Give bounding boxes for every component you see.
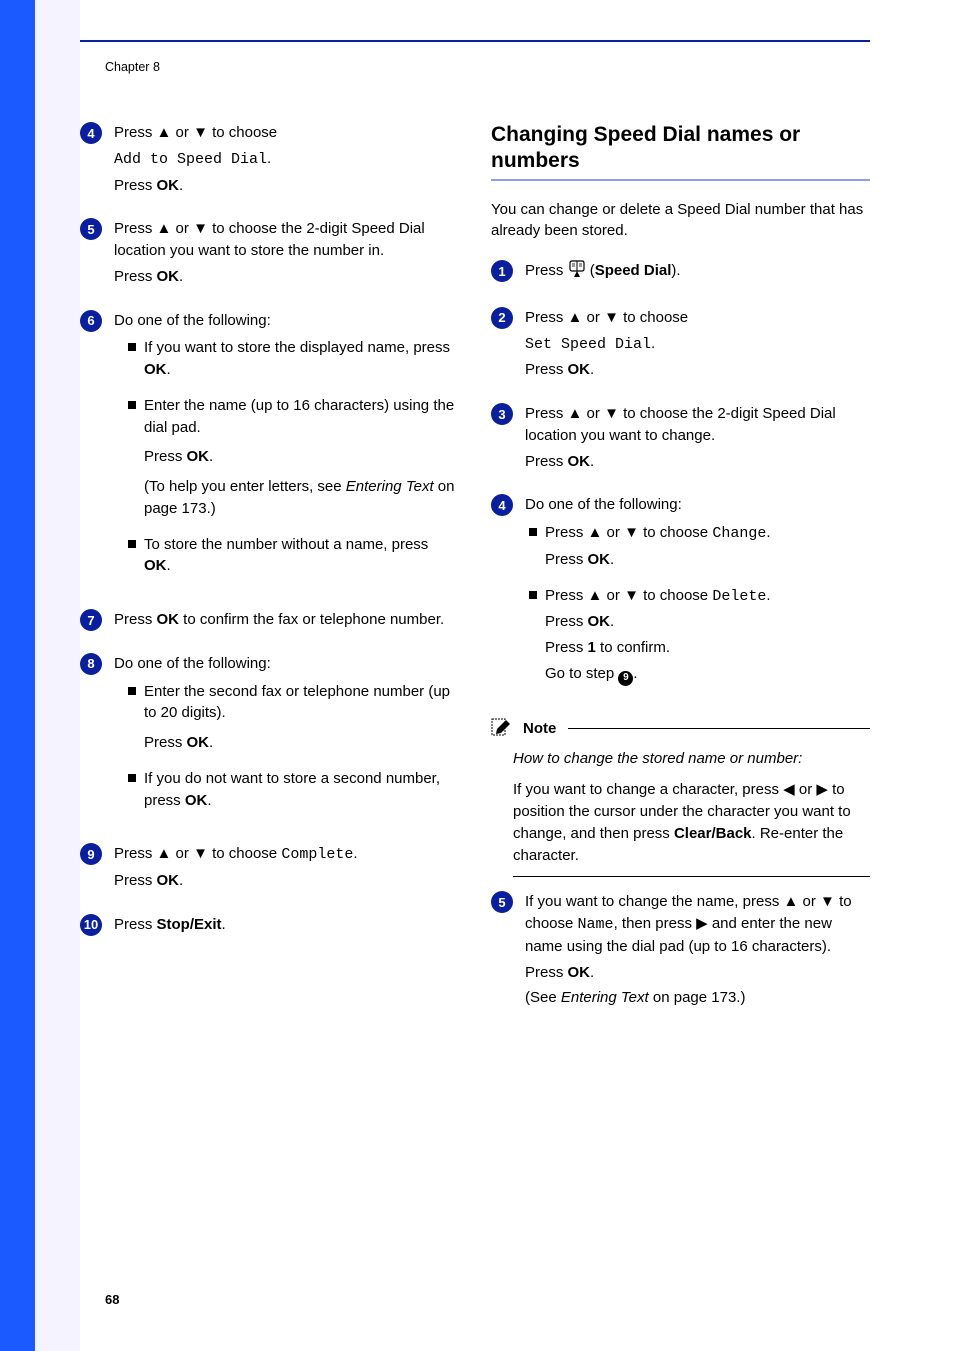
step-9: 9 Press ▲ or ▼ to choose Complete. Press… [80, 843, 459, 896]
page-content: Chapter 8 4 Press ▲ or ▼ to choose Add t… [80, 60, 870, 1031]
note-title: Note [523, 720, 556, 737]
r-step2-line1: Press ▲ or ▼ to choose [525, 307, 870, 329]
step8-intro: Do one of the following: [114, 653, 459, 675]
bullet-icon [529, 528, 537, 536]
section-intro: You can change or delete a Speed Dial nu… [491, 199, 870, 243]
note-box: Note How to change the stored name or nu… [491, 718, 870, 878]
step6-bullet3: To store the number without a name, pres… [128, 534, 459, 582]
step-badge-2: 2 [491, 307, 513, 329]
step-badge-6: 6 [80, 310, 102, 332]
step-badge-4r: 4 [491, 494, 513, 516]
section-rule [491, 179, 870, 181]
sidebar-pale [35, 0, 80, 1351]
step5-line1: Press ▲ or ▼ to choose the 2-digit Speed… [114, 218, 459, 262]
r-step4-bullet1: Press ▲ or ▼ to choose Change. Press OK. [529, 522, 870, 575]
step-badge-8: 8 [80, 653, 102, 675]
speed-dial-icon [568, 260, 586, 285]
step-6: 6 Do one of the following: If you want t… [80, 310, 459, 592]
r-step3-line1: Press ▲ or ▼ to choose the 2-digit Speed… [525, 403, 870, 447]
step4-press: Press OK. [114, 175, 459, 197]
left-column: 4 Press ▲ or ▼ to choose Add to Speed Di… [80, 122, 459, 1031]
step-10: 10 Press Stop/Exit. [80, 914, 459, 940]
bullet-icon [128, 540, 136, 548]
bullet-icon [128, 343, 136, 351]
step6-bullet1: If you want to store the displayed name,… [128, 337, 459, 385]
step-4: 4 Press ▲ or ▼ to choose Add to Speed Di… [80, 122, 459, 200]
step-badge-4: 4 [80, 122, 102, 144]
step-badge-3: 3 [491, 403, 513, 425]
r-step-2: 2 Press ▲ or ▼ to choose Set Speed Dial.… [491, 307, 870, 385]
note-p1: How to change the stored name or number: [513, 748, 870, 770]
note-icon [491, 718, 511, 740]
r-step-3: 3 Press ▲ or ▼ to choose the 2-digit Spe… [491, 403, 870, 476]
step5-press: Press OK. [114, 266, 459, 288]
page-number: 68 [105, 1292, 119, 1307]
step-badge-7: 7 [80, 609, 102, 631]
step-5: 5 Press ▲ or ▼ to choose the 2-digit Spe… [80, 218, 459, 291]
sidebar-highlight [0, 0, 35, 1351]
step-8: 8 Do one of the following: Enter the sec… [80, 653, 459, 826]
note-p2: If you want to change a character, press… [513, 779, 870, 866]
step-ref-9: 9 [618, 671, 633, 686]
chapter-label: Chapter 8 [105, 60, 870, 74]
r-step5-press: Press OK. [525, 962, 870, 984]
step4-line1: Press ▲ or ▼ to choose [114, 122, 459, 144]
step-badge-5: 5 [80, 218, 102, 240]
header-divider [80, 40, 870, 42]
step9-press: Press OK. [114, 870, 459, 892]
section-heading: Changing Speed Dial names or numbers [491, 122, 870, 175]
step6-intro: Do one of the following: [114, 310, 459, 332]
r-step2-press: Press OK. [525, 359, 870, 381]
note-rule-top [568, 728, 870, 729]
r-step-1: 1 Press [491, 260, 870, 289]
step8-bullet2: If you do not want to store a second num… [128, 768, 459, 816]
step-7: 7 Press OK to confirm the fax or telepho… [80, 609, 459, 635]
note-rule-bottom [513, 876, 870, 877]
bullet-icon [128, 687, 136, 695]
r-step-4: 4 Do one of the following: Press ▲ or ▼ … [491, 494, 870, 699]
r-step5-see: (See Entering Text on page 173.) [525, 987, 870, 1009]
bullet-icon [128, 401, 136, 409]
step8-bullet1: Enter the second fax or telephone number… [128, 681, 459, 758]
step-badge-9: 9 [80, 843, 102, 865]
bullet-icon [529, 591, 537, 599]
step-badge-1: 1 [491, 260, 513, 282]
r-step-5: 5 If you want to change the name, press … [491, 891, 870, 1013]
r-step2-mono: Set Speed Dial. [525, 333, 870, 356]
step9-line1: Press ▲ or ▼ to choose Complete. [114, 843, 459, 866]
step6-bullet2: Enter the name (up to 16 characters) usi… [128, 395, 459, 524]
r-step4-intro: Do one of the following: [525, 494, 870, 516]
step7-text: Press OK to confirm the fax or telephone… [114, 609, 459, 631]
r-step1-text: Press (Spee [525, 260, 870, 285]
right-column: Changing Speed Dial names or numbers You… [491, 122, 870, 1031]
r-step5-text: If you want to change the name, press ▲ … [525, 891, 870, 957]
step-badge-5r: 5 [491, 891, 513, 913]
r-step4-bullet2: Press ▲ or ▼ to choose Delete. Press OK.… [529, 585, 870, 690]
bullet-icon [128, 774, 136, 782]
r-step3-press: Press OK. [525, 451, 870, 473]
step10-text: Press Stop/Exit. [114, 914, 459, 936]
step-badge-10: 10 [80, 914, 102, 936]
step4-mono: Add to Speed Dial. [114, 148, 459, 171]
